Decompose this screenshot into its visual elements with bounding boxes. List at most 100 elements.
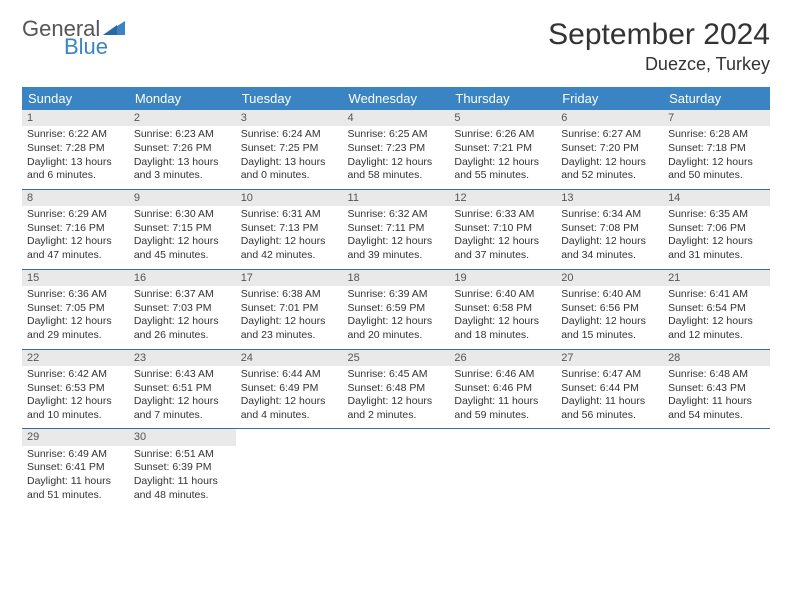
sunset-line: Sunset: 6:59 PM	[348, 302, 445, 316]
day-number: 28	[663, 350, 770, 366]
day-number: 20	[556, 270, 663, 286]
sunrise-line: Sunrise: 6:51 AM	[134, 448, 231, 462]
day-cell: 12Sunrise: 6:33 AMSunset: 7:10 PMDayligh…	[449, 189, 556, 269]
day-number: 17	[236, 270, 343, 286]
day-cell	[236, 429, 343, 508]
sunset-line: Sunset: 7:03 PM	[134, 302, 231, 316]
day-number: 6	[556, 110, 663, 126]
sunrise-line: Sunrise: 6:31 AM	[241, 208, 338, 222]
day-number: 3	[236, 110, 343, 126]
day-number: 9	[129, 190, 236, 206]
day-header-row: Sunday Monday Tuesday Wednesday Thursday…	[22, 87, 770, 110]
day-number: 10	[236, 190, 343, 206]
daylight-line: Daylight: 11 hours and 56 minutes.	[561, 395, 658, 422]
daylight-line: Daylight: 12 hours and 10 minutes.	[27, 395, 124, 422]
day-cell: 3Sunrise: 6:24 AMSunset: 7:25 PMDaylight…	[236, 110, 343, 189]
page-title: September 2024	[548, 18, 770, 52]
daylight-line: Daylight: 12 hours and 39 minutes.	[348, 235, 445, 262]
sunset-line: Sunset: 6:58 PM	[454, 302, 551, 316]
daylight-line: Daylight: 12 hours and 52 minutes.	[561, 156, 658, 183]
daylight-line: Daylight: 12 hours and 4 minutes.	[241, 395, 338, 422]
daylight-line: Daylight: 12 hours and 37 minutes.	[454, 235, 551, 262]
sunrise-line: Sunrise: 6:43 AM	[134, 368, 231, 382]
sunset-line: Sunset: 6:46 PM	[454, 382, 551, 396]
sunset-line: Sunset: 7:10 PM	[454, 222, 551, 236]
daylight-line: Daylight: 12 hours and 55 minutes.	[454, 156, 551, 183]
day-number: 12	[449, 190, 556, 206]
daylight-line: Daylight: 11 hours and 51 minutes.	[27, 475, 124, 502]
sunset-line: Sunset: 7:05 PM	[27, 302, 124, 316]
day-number: 29	[22, 429, 129, 445]
day-cell: 16Sunrise: 6:37 AMSunset: 7:03 PMDayligh…	[129, 269, 236, 349]
sunset-line: Sunset: 6:53 PM	[27, 382, 124, 396]
day-cell: 24Sunrise: 6:44 AMSunset: 6:49 PMDayligh…	[236, 349, 343, 429]
daylight-line: Daylight: 12 hours and 42 minutes.	[241, 235, 338, 262]
sunrise-line: Sunrise: 6:28 AM	[668, 128, 765, 142]
col-sunday: Sunday	[22, 87, 129, 110]
sunrise-line: Sunrise: 6:37 AM	[134, 288, 231, 302]
day-cell: 5Sunrise: 6:26 AMSunset: 7:21 PMDaylight…	[449, 110, 556, 189]
sunrise-line: Sunrise: 6:38 AM	[241, 288, 338, 302]
sunset-line: Sunset: 7:23 PM	[348, 142, 445, 156]
logo: General Blue	[22, 18, 125, 58]
day-cell: 20Sunrise: 6:40 AMSunset: 6:56 PMDayligh…	[556, 269, 663, 349]
day-number: 15	[22, 270, 129, 286]
day-number: 1	[22, 110, 129, 126]
sunrise-line: Sunrise: 6:25 AM	[348, 128, 445, 142]
day-cell: 9Sunrise: 6:30 AMSunset: 7:15 PMDaylight…	[129, 189, 236, 269]
sunset-line: Sunset: 6:43 PM	[668, 382, 765, 396]
sunrise-line: Sunrise: 6:26 AM	[454, 128, 551, 142]
daylight-line: Daylight: 12 hours and 31 minutes.	[668, 235, 765, 262]
sunset-line: Sunset: 7:26 PM	[134, 142, 231, 156]
sunset-line: Sunset: 7:11 PM	[348, 222, 445, 236]
day-cell: 15Sunrise: 6:36 AMSunset: 7:05 PMDayligh…	[22, 269, 129, 349]
col-friday: Friday	[556, 87, 663, 110]
sunrise-line: Sunrise: 6:46 AM	[454, 368, 551, 382]
title-block: September 2024 Duezce, Turkey	[548, 18, 770, 75]
location: Duezce, Turkey	[548, 54, 770, 75]
day-number: 25	[343, 350, 450, 366]
day-number: 5	[449, 110, 556, 126]
sunset-line: Sunset: 6:49 PM	[241, 382, 338, 396]
day-cell: 19Sunrise: 6:40 AMSunset: 6:58 PMDayligh…	[449, 269, 556, 349]
day-cell	[449, 429, 556, 508]
day-number: 4	[343, 110, 450, 126]
day-cell: 10Sunrise: 6:31 AMSunset: 7:13 PMDayligh…	[236, 189, 343, 269]
daylight-line: Daylight: 12 hours and 2 minutes.	[348, 395, 445, 422]
sunrise-line: Sunrise: 6:49 AM	[27, 448, 124, 462]
sunset-line: Sunset: 7:18 PM	[668, 142, 765, 156]
logo-word2: Blue	[64, 36, 108, 58]
sunset-line: Sunset: 6:54 PM	[668, 302, 765, 316]
sunset-line: Sunset: 6:56 PM	[561, 302, 658, 316]
col-thursday: Thursday	[449, 87, 556, 110]
day-number: 18	[343, 270, 450, 286]
day-cell: 17Sunrise: 6:38 AMSunset: 7:01 PMDayligh…	[236, 269, 343, 349]
day-cell: 4Sunrise: 6:25 AMSunset: 7:23 PMDaylight…	[343, 110, 450, 189]
daylight-line: Daylight: 13 hours and 3 minutes.	[134, 156, 231, 183]
sunrise-line: Sunrise: 6:27 AM	[561, 128, 658, 142]
day-cell: 14Sunrise: 6:35 AMSunset: 7:06 PMDayligh…	[663, 189, 770, 269]
sunset-line: Sunset: 7:16 PM	[27, 222, 124, 236]
sunset-line: Sunset: 7:06 PM	[668, 222, 765, 236]
daylight-line: Daylight: 11 hours and 59 minutes.	[454, 395, 551, 422]
sunrise-line: Sunrise: 6:47 AM	[561, 368, 658, 382]
col-saturday: Saturday	[663, 87, 770, 110]
daylight-line: Daylight: 13 hours and 6 minutes.	[27, 156, 124, 183]
sunrise-line: Sunrise: 6:22 AM	[27, 128, 124, 142]
day-cell: 13Sunrise: 6:34 AMSunset: 7:08 PMDayligh…	[556, 189, 663, 269]
week-row: 22Sunrise: 6:42 AMSunset: 6:53 PMDayligh…	[22, 349, 770, 429]
day-cell: 21Sunrise: 6:41 AMSunset: 6:54 PMDayligh…	[663, 269, 770, 349]
calendar-table: Sunday Monday Tuesday Wednesday Thursday…	[22, 87, 770, 508]
sunrise-line: Sunrise: 6:24 AM	[241, 128, 338, 142]
sunset-line: Sunset: 7:01 PM	[241, 302, 338, 316]
daylight-line: Daylight: 12 hours and 7 minutes.	[134, 395, 231, 422]
sunset-line: Sunset: 6:44 PM	[561, 382, 658, 396]
week-row: 1Sunrise: 6:22 AMSunset: 7:28 PMDaylight…	[22, 110, 770, 189]
day-number: 22	[22, 350, 129, 366]
day-number: 23	[129, 350, 236, 366]
day-number: 16	[129, 270, 236, 286]
sunrise-line: Sunrise: 6:35 AM	[668, 208, 765, 222]
daylight-line: Daylight: 12 hours and 15 minutes.	[561, 315, 658, 342]
sunrise-line: Sunrise: 6:32 AM	[348, 208, 445, 222]
sunset-line: Sunset: 7:28 PM	[27, 142, 124, 156]
